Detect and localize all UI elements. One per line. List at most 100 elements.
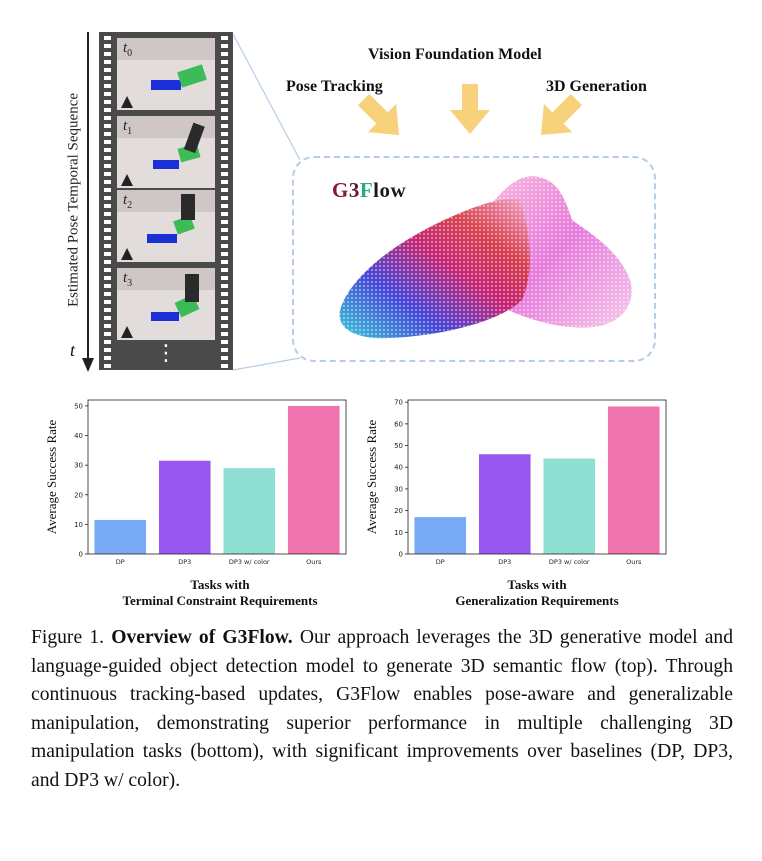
y-tick-label: 30 xyxy=(74,462,83,470)
film-hole xyxy=(104,244,111,248)
film-hole xyxy=(221,36,228,40)
x-tick-label: DP3 xyxy=(178,558,191,566)
film-hole xyxy=(104,172,111,176)
film-hole xyxy=(104,220,111,224)
bar-chart-terminal-constraint: DP DP3 DP3 w/ color Ours 0 10 20 30 40 50 Average … xyxy=(44,399,347,566)
bar-dp3-w-color xyxy=(223,468,276,554)
film-hole xyxy=(104,348,111,352)
y-tick-label: 70 xyxy=(394,399,403,407)
y-axis-label: Average Success Rate xyxy=(44,420,59,535)
y-tick-label: 50 xyxy=(394,442,403,450)
caption-title: Overview of G3Flow. xyxy=(111,627,293,648)
frame-time-label: t3 xyxy=(123,270,133,289)
bar-ours xyxy=(287,405,340,554)
x-tick-label: Ours xyxy=(306,558,322,566)
video-frame-2: t2 xyxy=(117,190,215,262)
film-hole xyxy=(104,36,111,40)
film-hole xyxy=(221,212,228,216)
film-hole xyxy=(104,260,111,264)
film-hole xyxy=(104,116,111,120)
frame-scene xyxy=(117,116,215,188)
y-tick-label: 10 xyxy=(74,521,83,529)
film-hole xyxy=(221,356,228,360)
film-hole xyxy=(104,156,111,160)
film-hole xyxy=(104,164,111,168)
film-hole xyxy=(104,252,111,256)
film-hole xyxy=(104,212,111,216)
film-hole xyxy=(104,340,111,344)
film-hole xyxy=(104,268,111,272)
film-hole xyxy=(104,228,111,232)
film-hole xyxy=(104,68,111,72)
y-tick-label: 10 xyxy=(394,529,403,537)
bar-dp xyxy=(94,519,147,554)
frame-ellipsis: ⋮ xyxy=(155,341,177,366)
input-arrows xyxy=(357,84,583,135)
film-hole xyxy=(104,356,111,360)
film-hole xyxy=(221,364,228,368)
zoom-lines xyxy=(232,33,301,371)
caption-label: Figure 1. xyxy=(31,627,105,648)
film-hole xyxy=(221,84,228,88)
film-hole xyxy=(221,116,228,120)
film-hole xyxy=(221,132,228,136)
diagonal-arrow-icon xyxy=(541,93,583,135)
x-tick-label: DP3 w/ color xyxy=(229,558,270,566)
film-hole xyxy=(104,108,111,112)
film-hole xyxy=(221,148,228,152)
film-hole xyxy=(221,204,228,208)
y-axis-label: Average Success Rate xyxy=(364,420,379,535)
film-hole xyxy=(221,284,228,288)
film-hole xyxy=(221,156,228,160)
shoe-point-cloud xyxy=(339,176,632,339)
film-hole xyxy=(104,308,111,312)
film-hole xyxy=(221,308,228,312)
film-hole xyxy=(221,292,228,296)
film-hole xyxy=(104,236,111,240)
film-hole xyxy=(221,124,228,128)
film-hole xyxy=(104,188,111,192)
film-hole xyxy=(221,220,228,224)
film-hole xyxy=(104,332,111,336)
y-tick-label: 40 xyxy=(394,464,403,472)
frame-time-label: t1 xyxy=(123,118,133,137)
film-hole xyxy=(221,268,228,272)
film-hole xyxy=(104,284,111,288)
bar-dp xyxy=(414,517,467,554)
film-hole xyxy=(221,164,228,168)
film-hole xyxy=(104,84,111,88)
film-hole xyxy=(221,100,228,104)
time-arrow xyxy=(82,32,94,372)
y-tick-label: 0 xyxy=(399,551,403,559)
film-hole xyxy=(221,300,228,304)
film-strip: t0 t1 t2 t3 xyxy=(99,32,233,370)
y-tick-label: 30 xyxy=(394,485,403,493)
film-hole xyxy=(104,204,111,208)
film-hole xyxy=(221,188,228,192)
frame-time-label: t0 xyxy=(123,40,133,59)
figure-caption: Figure 1. Overview of G3Flow. Our approa… xyxy=(31,624,733,795)
film-hole xyxy=(104,316,111,320)
chart-title-terminal-constraint: Tasks with Terminal Constraint Requireme… xyxy=(122,577,318,608)
film-perforations xyxy=(104,36,228,368)
frame-scene xyxy=(117,38,215,110)
plot-frame xyxy=(407,399,667,555)
bar-dp3-w-color xyxy=(543,458,596,554)
film-hole xyxy=(104,44,111,48)
film-hole xyxy=(104,196,111,200)
film-hole xyxy=(221,92,228,96)
film-hole xyxy=(104,276,111,280)
diagonal-arrow-icon xyxy=(357,93,399,135)
video-frame-0: t0 xyxy=(117,38,215,110)
frame-time-label: t2 xyxy=(123,192,133,211)
y-tick-label: 20 xyxy=(74,491,83,499)
y-tick-label: 20 xyxy=(394,507,403,515)
y-tick-label: 40 xyxy=(74,432,83,440)
film-hole xyxy=(221,108,228,112)
down-arrow-icon xyxy=(450,84,490,134)
y-tick-label: 0 xyxy=(79,551,83,559)
video-frame-3: t3 xyxy=(117,268,215,340)
x-tick-label: DP xyxy=(436,558,445,566)
film-hole xyxy=(104,100,111,104)
film-hole xyxy=(221,180,228,184)
